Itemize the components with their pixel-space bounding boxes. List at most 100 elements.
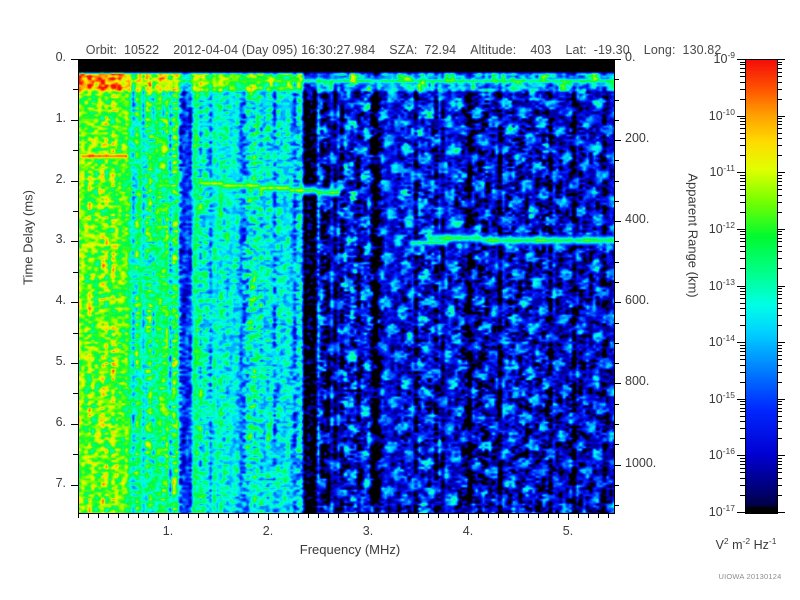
observation-datetime: 2012-04-04 (Day 095) 16:30:27.984 [173, 43, 376, 57]
y2-tick [614, 140, 621, 141]
colorbar-minor-tick [777, 185, 782, 186]
x-tick [298, 513, 299, 518]
y-tick [71, 181, 78, 182]
colorbar-minor-tick [777, 298, 782, 299]
colorbar-minor-tick [777, 118, 782, 119]
colorbar-tick [777, 399, 785, 400]
x-tick [238, 513, 239, 518]
colorbar-minor-tick [740, 189, 745, 190]
x-tick [268, 513, 269, 520]
x-tick [418, 513, 419, 518]
x-tick [228, 513, 229, 518]
colorbar-minor-tick [740, 294, 745, 295]
x-tick [478, 513, 479, 518]
colorbar-minor-tick [740, 155, 745, 156]
colorbar-minor-tick [777, 359, 782, 360]
colorbar-minor-tick [777, 258, 782, 259]
colorbar-minor-tick [777, 189, 782, 190]
colorbar-minor-tick [777, 246, 782, 247]
colorbar-minor-tick [777, 202, 782, 203]
x-tick [198, 513, 199, 518]
colorbar-minor-tick [740, 202, 745, 203]
colorbar-minor-tick [777, 372, 782, 373]
y-tick [73, 150, 78, 151]
colorbar-minor-tick [777, 401, 782, 402]
colorbar-minor-tick [777, 428, 782, 429]
colorbar-minor-tick [777, 421, 782, 422]
colorbar-tick [777, 172, 785, 173]
y-tick [73, 89, 78, 90]
y-tick-label: 1. [55, 110, 66, 125]
colorbar-gradient [746, 60, 777, 513]
colorbar-tick-label: 10-14 [708, 333, 735, 350]
y2-tick [614, 79, 619, 80]
x-tick [118, 513, 119, 518]
x-tick [248, 513, 249, 518]
colorbar-tick [737, 399, 745, 400]
colorbar-tick [737, 512, 745, 513]
x-tick [458, 513, 459, 518]
colorbar-minor-tick [740, 298, 745, 299]
colorbar-tick [737, 286, 745, 287]
x-tick [288, 513, 289, 518]
colorbar-minor-tick [777, 461, 782, 462]
x-tick [128, 513, 129, 518]
colorbar-minor-tick [740, 325, 745, 326]
colorbar-minor-tick [777, 62, 782, 63]
x-tick [578, 513, 579, 518]
colorbar-minor-tick [777, 133, 782, 134]
colorbar-minor-tick [777, 355, 782, 356]
colorbar-minor-tick [740, 468, 745, 469]
colorbar-minor-tick [777, 145, 782, 146]
colorbar-minor-tick [777, 82, 782, 83]
colorbar-minor-tick [740, 485, 745, 486]
y2-tick-label: 1000. [625, 455, 657, 470]
x-tick-label: 1. [162, 524, 174, 538]
orbit-value: 10522 [123, 43, 160, 57]
colorbar-tick [737, 172, 745, 173]
x-tick [208, 513, 209, 518]
colorbar-minor-tick [740, 411, 745, 412]
y-tick-label: 7. [55, 475, 66, 490]
x-tick [258, 513, 259, 518]
x-axis-title: Frequency (MHz) [299, 542, 401, 557]
y2-tick [614, 241, 619, 242]
colorbar-minor-tick [740, 175, 745, 176]
y-tick [71, 485, 78, 486]
colorbar-minor-tick [777, 138, 782, 139]
x-tick [398, 513, 399, 518]
y-tick-label: 0. [55, 50, 66, 64]
x-tick [488, 513, 489, 518]
colorbar-minor-tick [740, 258, 745, 259]
colorbar-minor-tick [777, 438, 782, 439]
x-tick [378, 513, 379, 518]
y2-tick [614, 363, 619, 364]
colorbar-minor-tick [740, 128, 745, 129]
credit-label: UIOWA 20130124 [718, 572, 782, 581]
y2-tick-label: 400. [625, 212, 650, 227]
colorbar-tick-label: 10-15 [708, 390, 735, 407]
colorbar-minor-tick [740, 308, 745, 309]
colorbar-minor-tick [740, 428, 745, 429]
x-tick [528, 513, 529, 518]
colorbar-minor-tick [740, 268, 745, 269]
colorbar-minor-tick [777, 408, 782, 409]
colorbar-minor-tick [777, 345, 782, 346]
colorbar-minor-tick [777, 288, 782, 289]
y-tick-label: 2. [55, 171, 66, 186]
colorbar-tick-label: 10-17 [708, 503, 735, 520]
colorbar-minor-tick [740, 76, 745, 77]
y-tick-label: 5. [55, 354, 66, 369]
y-tick-label: 4. [55, 293, 66, 308]
colorbar-minor-tick [740, 138, 745, 139]
y2-tick [614, 262, 619, 263]
y-tick [73, 272, 78, 273]
x-tick [598, 513, 599, 518]
y-axis-title: Time Delay (ms) [20, 190, 36, 285]
colorbar-minor-tick [777, 382, 782, 383]
y2-tick [614, 100, 619, 101]
colorbar-minor-tick [777, 89, 782, 90]
colorbar-minor-tick [740, 62, 745, 63]
colorbar-tick-label: 10-11 [709, 163, 735, 180]
colorbar-minor-tick [740, 68, 745, 69]
